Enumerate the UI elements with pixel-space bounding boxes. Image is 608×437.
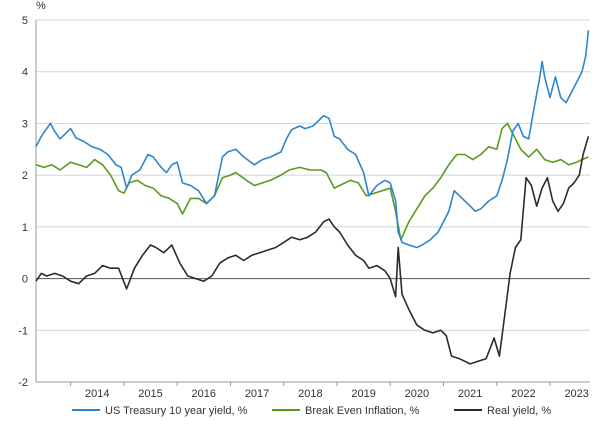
y-tick-label: -2: [18, 377, 28, 389]
x-tick-label: 2019: [351, 388, 375, 400]
series-line: [35, 30, 590, 249]
legend: US Treasury 10 year yield, % Break Even I…: [72, 405, 551, 417]
x-tick-label: 2018: [298, 388, 322, 400]
x-tick-label: 2016: [192, 388, 216, 400]
y-axis-unit-label: %: [36, 0, 46, 12]
x-tick-label: 2021: [458, 388, 482, 400]
x-tick-label: 2017: [245, 388, 269, 400]
y-axis-tick-labels: -2 -1 0 1 2 3 4 5: [18, 15, 28, 389]
x-tick-label: 2014: [85, 388, 109, 400]
x-tick-label: 2015: [138, 388, 162, 400]
legend-label: Real yield, %: [487, 405, 551, 417]
x-tick-label: 2023: [564, 388, 588, 400]
y-tick-label: 0: [22, 274, 28, 286]
y-tick-label: -1: [18, 325, 28, 337]
x-axis-tick-labels: 2014 2015 2016 2017 2018 2019 2020 2021 2022 2023: [85, 388, 589, 400]
series-line: [35, 136, 590, 365]
y-tick-label: 5: [22, 15, 28, 27]
y-tick-label: 4: [22, 67, 28, 79]
y-tick-label: 3: [22, 118, 28, 130]
legend-label: US Treasury 10 year yield, %: [105, 405, 248, 417]
series-line: [35, 122, 589, 241]
legend-label: Break Even Inflation, %: [305, 405, 420, 417]
y-tick-label: 1: [22, 222, 28, 234]
axes: [35, 20, 590, 386]
x-tick-label: 2020: [405, 388, 429, 400]
y-tick-label: 2: [22, 170, 28, 182]
data-series: [35, 30, 590, 365]
gridlines: [36, 19, 590, 331]
x-tick-label: 2022: [511, 388, 535, 400]
